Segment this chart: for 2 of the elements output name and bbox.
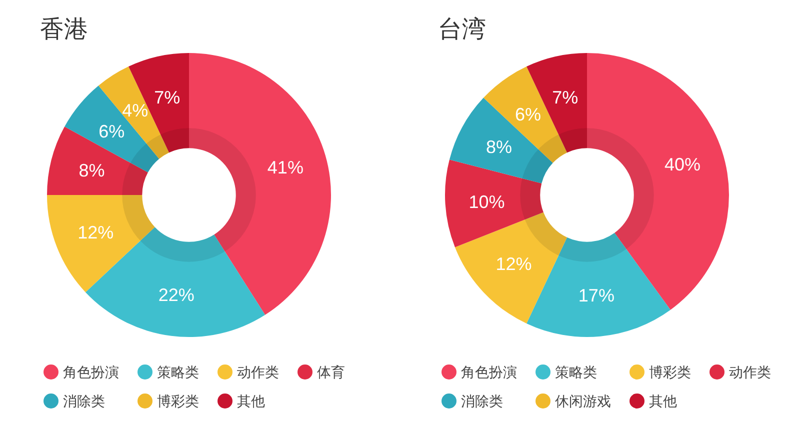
title: 台湾 bbox=[438, 16, 486, 43]
title: 香港 bbox=[40, 16, 88, 43]
